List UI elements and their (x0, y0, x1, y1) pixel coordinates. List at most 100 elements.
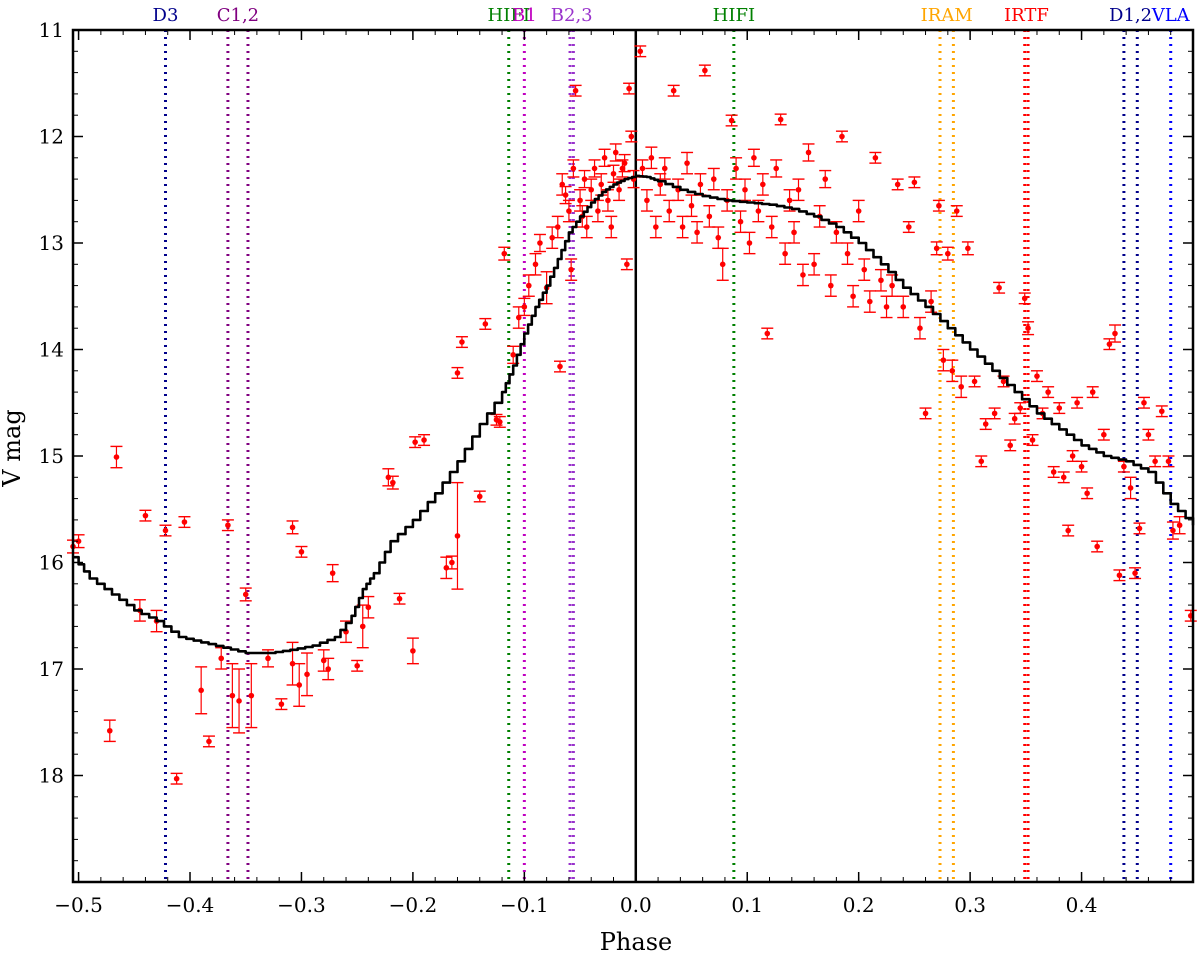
data-point-126 (824, 274, 837, 297)
obs-label-0: D3 (153, 5, 179, 26)
data-marker (637, 48, 644, 55)
data-point-49 (512, 306, 525, 329)
data-marker (626, 85, 632, 92)
data-point-147 (937, 348, 950, 372)
data-point-9 (178, 516, 191, 529)
data-point-67 (580, 215, 593, 239)
data-point-69 (588, 159, 601, 178)
y-tick-label-7: 18 (39, 764, 64, 788)
data-marker (861, 266, 868, 273)
data-point-74 (605, 215, 618, 239)
data-point-95 (681, 151, 694, 175)
data-point-123 (808, 252, 821, 276)
data-point-94 (676, 215, 689, 239)
data-marker (1152, 458, 1158, 465)
data-point-116 (774, 113, 787, 126)
data-point-110 (747, 148, 760, 168)
data-marker (1176, 522, 1183, 529)
data-point-91 (663, 199, 676, 223)
data-marker (694, 229, 700, 236)
data-point-39 (445, 555, 458, 570)
data-marker (751, 155, 757, 161)
data-marker (746, 240, 753, 246)
data-marker (666, 208, 673, 214)
data-point-16 (239, 587, 252, 602)
data-marker (1141, 399, 1147, 406)
data-marker (953, 208, 960, 214)
data-marker (822, 176, 829, 182)
data-marker (900, 304, 907, 310)
data-marker (715, 234, 722, 241)
data-points-layer (67, 45, 1197, 785)
data-marker (940, 357, 947, 363)
data-marker (206, 738, 212, 745)
data-marker (1017, 405, 1024, 411)
data-marker (894, 181, 901, 188)
data-marker (1011, 415, 1018, 422)
data-point-86 (640, 189, 653, 212)
data-marker (644, 197, 650, 204)
data-marker (595, 208, 601, 214)
data-marker (142, 512, 149, 519)
data-point-136 (880, 295, 893, 319)
data-point-191 (1166, 521, 1179, 540)
data-marker (412, 439, 418, 445)
data-marker (1116, 572, 1123, 579)
data-marker (728, 117, 735, 124)
data-marker (248, 692, 255, 699)
data-point-12 (215, 647, 228, 670)
data-point-35 (406, 637, 419, 665)
data-point-122 (802, 143, 815, 162)
data-marker (1050, 469, 1057, 475)
data-marker (706, 213, 713, 220)
data-point-139 (897, 295, 910, 319)
data-point-3 (110, 445, 123, 469)
data-point-87 (645, 146, 658, 170)
data-point-135 (874, 268, 887, 292)
data-point-144 (925, 290, 938, 313)
data-point-180 (1108, 324, 1121, 343)
x-tick-label-5: 0.0 (620, 893, 652, 917)
data-point-117 (779, 242, 792, 265)
data-point-106 (730, 157, 743, 180)
data-point-102 (712, 226, 725, 250)
data-marker (598, 181, 605, 188)
data-marker (612, 149, 619, 156)
data-marker (1065, 527, 1071, 534)
data-marker (476, 493, 483, 500)
data-marker (1000, 378, 1007, 385)
data-marker (278, 701, 285, 707)
data-marker (906, 224, 912, 230)
y-tick-label-3: 14 (39, 338, 64, 362)
data-point-163 (1022, 321, 1035, 336)
data-point-119 (788, 220, 801, 244)
data-point-5 (139, 509, 152, 522)
data-marker (991, 410, 998, 417)
data-point-66 (578, 169, 591, 189)
data-point-57 (554, 360, 567, 373)
data-point-125 (819, 169, 832, 189)
data-point-10 (195, 666, 208, 715)
data-marker (304, 671, 310, 678)
data-marker (236, 698, 242, 704)
data-point-115 (770, 159, 783, 178)
data-marker (936, 202, 942, 209)
data-marker (719, 261, 726, 268)
x-tick-label-7: 0.2 (843, 893, 875, 917)
data-marker (385, 474, 392, 481)
y-axis-title: V mag (0, 409, 26, 487)
data-point-129 (841, 242, 854, 265)
data-marker (354, 663, 360, 669)
data-marker (958, 383, 964, 390)
data-marker (1056, 405, 1063, 411)
data-marker (359, 623, 366, 630)
obs-label-3: B1 (512, 5, 537, 26)
data-marker (410, 648, 416, 654)
data-point-7 (159, 524, 172, 537)
data-point-183 (1124, 476, 1137, 500)
data-point-132 (858, 258, 871, 281)
data-point-84 (634, 45, 647, 58)
obs-label-5: HIFI (713, 5, 755, 26)
x-tick-label-4: −0.1 (500, 893, 549, 917)
